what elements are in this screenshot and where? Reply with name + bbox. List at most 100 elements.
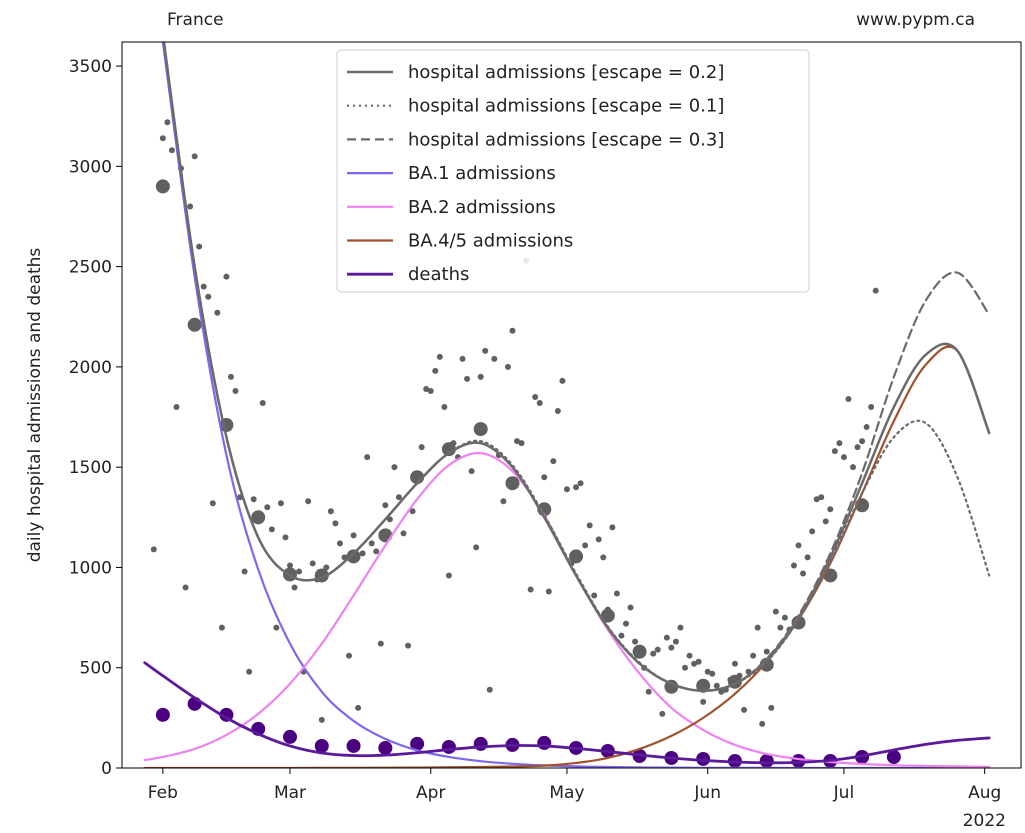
small-data-point xyxy=(468,468,475,475)
small-data-point xyxy=(477,373,484,380)
small-data-point xyxy=(582,542,589,549)
weekly-data-point xyxy=(187,317,202,332)
small-data-point xyxy=(514,438,521,445)
small-data-point xyxy=(672,638,679,645)
small-data-point xyxy=(159,135,166,142)
weekly-data-point xyxy=(155,179,170,194)
small-data-point xyxy=(836,440,843,447)
legend-label-2: hospital admissions [escape = 0.3] xyxy=(408,129,724,150)
small-data-point xyxy=(527,586,534,593)
small-data-point xyxy=(346,652,353,659)
small-data-point xyxy=(441,404,448,411)
small-data-point xyxy=(405,642,412,649)
small-data-point xyxy=(350,532,357,539)
chart-left-label: France xyxy=(167,10,224,30)
small-data-point xyxy=(545,588,552,595)
small-data-point xyxy=(482,347,489,354)
legend-box xyxy=(336,49,810,293)
small-data-point xyxy=(854,444,861,451)
small-data-point xyxy=(436,353,443,360)
year-label: 2022 xyxy=(963,811,1006,831)
y-axis-label: daily hospital admissions and deaths xyxy=(25,248,45,563)
small-data-point xyxy=(695,658,702,665)
small-data-point xyxy=(373,548,380,555)
small-data-point xyxy=(273,624,280,631)
small-data-point xyxy=(663,634,670,641)
legend-label-5: BA.4/5 admissions xyxy=(408,231,573,252)
death-data-point xyxy=(441,739,456,754)
small-data-point xyxy=(691,660,698,667)
small-data-point xyxy=(150,546,157,553)
small-data-point xyxy=(831,448,838,455)
death-data-point xyxy=(886,749,901,764)
small-data-point xyxy=(168,147,175,154)
small-data-point xyxy=(704,668,711,675)
small-data-point xyxy=(391,464,398,471)
small-data-point xyxy=(850,464,857,471)
series-lines-layer xyxy=(143,42,991,768)
small-data-point xyxy=(713,682,720,689)
small-data-point xyxy=(541,474,548,481)
small-data-point xyxy=(840,454,847,461)
small-data-point xyxy=(650,650,657,657)
small-data-point xyxy=(509,327,516,334)
small-data-point xyxy=(677,624,684,631)
small-data-point xyxy=(323,564,330,571)
small-data-point xyxy=(845,395,852,402)
small-data-point xyxy=(573,484,580,491)
small-data-point xyxy=(191,153,198,160)
small-data-point xyxy=(223,273,230,280)
small-data-point xyxy=(182,584,189,591)
small-data-point xyxy=(813,496,820,503)
x-tick-label: Jun xyxy=(693,783,721,803)
y-tick-label: 500 xyxy=(80,659,112,679)
small-data-point xyxy=(268,526,275,533)
small-data-point xyxy=(686,652,693,659)
legend-label-3: BA.1 admissions xyxy=(408,163,556,184)
small-data-point xyxy=(859,438,866,445)
small-data-point xyxy=(164,119,171,126)
legend-label-4: BA.2 admissions xyxy=(408,197,556,218)
small-data-point xyxy=(423,385,430,392)
small-data-point xyxy=(790,562,797,569)
weekly-data-point xyxy=(473,422,488,437)
small-data-point xyxy=(241,568,248,575)
small-data-point xyxy=(622,620,629,627)
small-data-point xyxy=(591,592,598,599)
small-data-point xyxy=(754,624,761,631)
small-data-point xyxy=(491,355,498,362)
small-data-point xyxy=(500,498,507,505)
small-data-point xyxy=(286,562,293,569)
small-data-point xyxy=(364,454,371,461)
small-data-point xyxy=(804,554,811,561)
y-tick-label: 1500 xyxy=(69,458,112,478)
small-data-point xyxy=(305,498,312,505)
small-data-point xyxy=(518,440,525,447)
small-data-point xyxy=(595,536,602,543)
small-data-point xyxy=(459,355,466,362)
small-data-point xyxy=(759,720,766,727)
weekly-data-point xyxy=(346,549,361,564)
small-data-point xyxy=(609,524,616,531)
small-data-point xyxy=(550,458,557,465)
y-tick-label: 3000 xyxy=(69,157,112,177)
y-tick-label: 1000 xyxy=(69,558,112,578)
small-data-point xyxy=(395,494,402,501)
small-data-point xyxy=(418,444,425,451)
series-line-6 xyxy=(143,661,991,765)
death-data-point xyxy=(378,740,393,755)
small-data-point xyxy=(291,584,298,591)
x-tick-label: Aug xyxy=(968,783,1001,803)
small-data-point xyxy=(200,283,207,290)
small-data-point xyxy=(282,534,289,541)
small-data-point xyxy=(818,494,825,501)
small-data-point xyxy=(559,377,566,384)
small-data-point xyxy=(445,572,452,579)
small-data-point xyxy=(209,500,216,507)
small-data-point xyxy=(863,424,870,431)
small-data-point xyxy=(296,568,303,575)
weekly-data-point xyxy=(696,678,711,693)
legend: hospital admissions [escape = 0.2] hospit… xyxy=(336,49,810,293)
x-tick-label: Jul xyxy=(833,783,855,803)
